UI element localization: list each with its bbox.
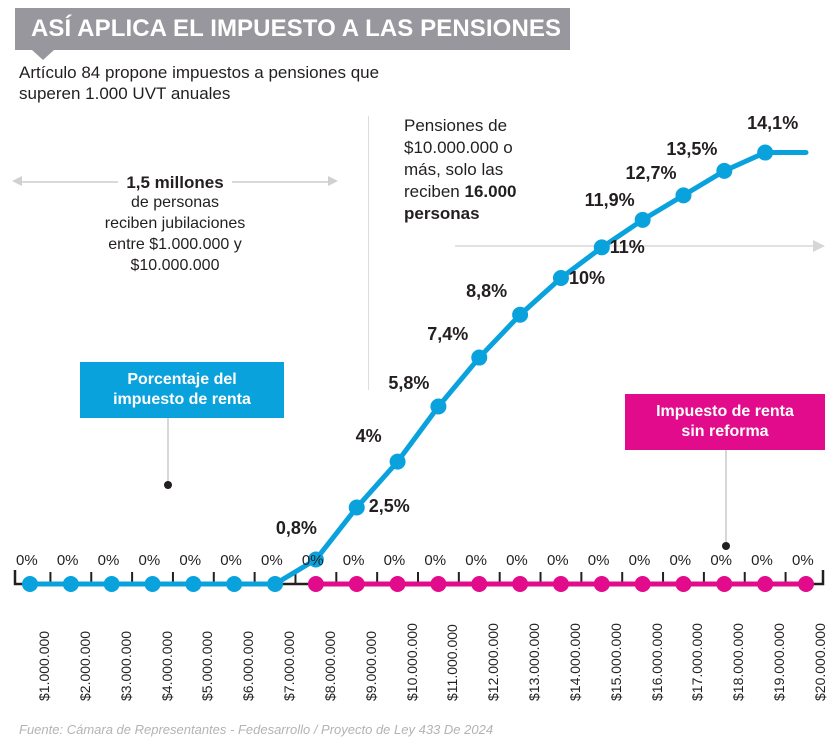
legend-blue-box[interactable]: Porcentaje del impuesto de renta xyxy=(80,362,284,418)
x-axis-tick-label: $1.000.000 xyxy=(36,630,52,701)
legend-pink-leader-line xyxy=(725,450,727,542)
left-annotation-line-2: de personas xyxy=(130,194,220,211)
left-annotation-headline: 1,5 millones xyxy=(126,172,224,192)
x-axis-tick-label: $5.000.000 xyxy=(199,630,216,701)
data-point-label: 7,4% xyxy=(427,323,469,344)
axis-zero-label: 0% xyxy=(792,552,814,569)
data-point-label: 5,8% xyxy=(388,372,430,393)
axis-zero-label: 0% xyxy=(669,552,692,569)
legend-blue-leader-dot xyxy=(164,481,172,489)
x-axis-tick-label: $20.000.000 xyxy=(812,623,828,701)
axis-zero-label: 0% xyxy=(97,552,120,569)
axis-zero-label: 0% xyxy=(138,552,161,569)
legend-blue-line-2: impuesto de renta xyxy=(113,391,251,408)
axis-zero-label: 0% xyxy=(179,552,202,569)
deck-line-2: superen 1.000 UVT anuales xyxy=(19,84,231,103)
title-banner: ASÍ APLICA EL IMPUESTO A LAS PENSIONES xyxy=(15,8,570,50)
axis-zero-label: 0% xyxy=(546,552,569,569)
axis-zero-label: 0% xyxy=(261,552,283,569)
x-axis-tick-label: $9.000.000 xyxy=(362,630,379,701)
x-axis-tick-label: $14.000.000 xyxy=(566,623,583,701)
legend-blue-leader-line xyxy=(167,418,169,484)
left-annotation: 1,5 millones de personas reciben jubilac… xyxy=(10,172,340,276)
right-annotation-line-1: Pensiones de xyxy=(404,116,508,135)
series-pink xyxy=(307,576,814,592)
source-footer: Fuente: Cámara de Representantes - Fedes… xyxy=(19,722,494,737)
axis-zero-label: 0% xyxy=(424,552,447,569)
data-point-label: 12,7% xyxy=(625,163,677,184)
right-annotation: Pensiones de $10.000.000 o más, solo las… xyxy=(404,115,574,225)
x-axis-tick-label: $6.000.000 xyxy=(240,630,257,701)
legend-pink-line-2: sin reforma xyxy=(681,423,769,440)
data-point-label: 8,8% xyxy=(466,280,508,301)
axis-zero-label: 0% xyxy=(465,552,487,569)
page-title: ASÍ APLICA EL IMPUESTO A LAS PENSIONES xyxy=(31,15,562,42)
data-point-label: 11% xyxy=(609,237,645,258)
legend-pink-box[interactable]: Impuesto de renta sin reforma xyxy=(625,394,825,450)
axis-zero-label: 0% xyxy=(506,552,528,569)
arrow-line-left xyxy=(22,181,118,183)
left-annotation-line-3: reciben jubilaciones xyxy=(104,215,246,232)
axis-zero-label: 0% xyxy=(56,552,79,569)
right-annotation-line-4: reciben 16.000 xyxy=(404,181,574,203)
x-axis-tick-label: $19.000.000 xyxy=(771,623,788,701)
x-axis-tick-label: $16.000.000 xyxy=(648,623,665,701)
right-annotation-line-4-bold: 16.000 xyxy=(464,182,517,201)
x-axis-tick-label: $18.000.000 xyxy=(730,623,747,701)
x-axis-tick-label: $2.000.000 xyxy=(76,630,93,701)
data-point-label: 2,5% xyxy=(368,495,410,516)
right-annotation-line-2: $10.000.000 o xyxy=(404,138,513,157)
axis-zero-label: 0% xyxy=(587,552,610,569)
legend-pink-line-1: Impuesto de renta xyxy=(656,403,794,420)
x-axis-tick-label: $13.000.000 xyxy=(526,623,543,701)
right-annotation-line-5-bold: personas xyxy=(404,204,480,223)
subtitle-deck: Artículo 84 propone impuestos a pensione… xyxy=(19,62,449,104)
x-axis-tick-label: $4.000.000 xyxy=(158,630,175,701)
x-axis xyxy=(13,570,825,586)
vertical-divider xyxy=(368,116,369,390)
axis-zero-label: 0% xyxy=(710,552,732,569)
x-axis-tick-label: $11.000.000 xyxy=(444,624,461,701)
axis-zero-label: 0% xyxy=(220,552,242,569)
data-point-label: 0,8% xyxy=(275,517,317,538)
data-point-label: 13,5% xyxy=(666,138,718,159)
x-axis-tick-label: $12.000.000 xyxy=(485,623,502,701)
data-point-label: 10% xyxy=(568,268,605,288)
deck-line-1: Artículo 84 propone impuestos a pensione… xyxy=(19,63,380,82)
x-axis-tick-label: $7.000.000 xyxy=(281,630,298,701)
right-arrow-head-icon xyxy=(813,240,825,252)
left-annotation-arrow: 1,5 millones xyxy=(10,172,340,192)
data-point-label: 14,1% xyxy=(747,112,799,133)
arrow-line-right xyxy=(232,181,328,183)
legend-pink-leader-dot xyxy=(722,542,730,550)
axis-zero-label: 0% xyxy=(342,552,365,569)
left-annotation-line-4: entre $1.000.000 y xyxy=(108,236,242,253)
arrow-right-head-icon xyxy=(328,176,338,186)
x-axis-tick-label: $8.000.000 xyxy=(321,630,338,701)
axis-zero-label: 0% xyxy=(16,552,38,569)
data-point-label: 11,9% xyxy=(584,189,635,210)
x-axis-tick-label: $10.000.000 xyxy=(403,623,420,701)
axis-zero-label: 0% xyxy=(628,552,651,569)
legend-blue-line-1: Porcentaje del xyxy=(127,371,237,388)
axis-zero-label: 0% xyxy=(301,552,324,569)
right-annotation-line-5: personas xyxy=(404,203,574,225)
left-annotation-line-5: $10.000.000 xyxy=(130,257,220,274)
axis-zero-label: 0% xyxy=(751,552,773,569)
axis-zero-label: 0% xyxy=(383,552,406,569)
x-axis-tick-label: $3.000.000 xyxy=(117,630,134,701)
right-annotation-line-3: más, solo las xyxy=(404,160,504,179)
data-point-label: 4% xyxy=(355,425,382,446)
right-annotation-line-4-prefix: reciben xyxy=(404,182,465,201)
x-axis-tick-label: $15.000.000 xyxy=(607,623,624,701)
banner-tail-triangle xyxy=(32,50,54,60)
x-axis-tick-label: $17.000.000 xyxy=(689,623,706,701)
arrow-left-head-icon xyxy=(12,176,22,186)
